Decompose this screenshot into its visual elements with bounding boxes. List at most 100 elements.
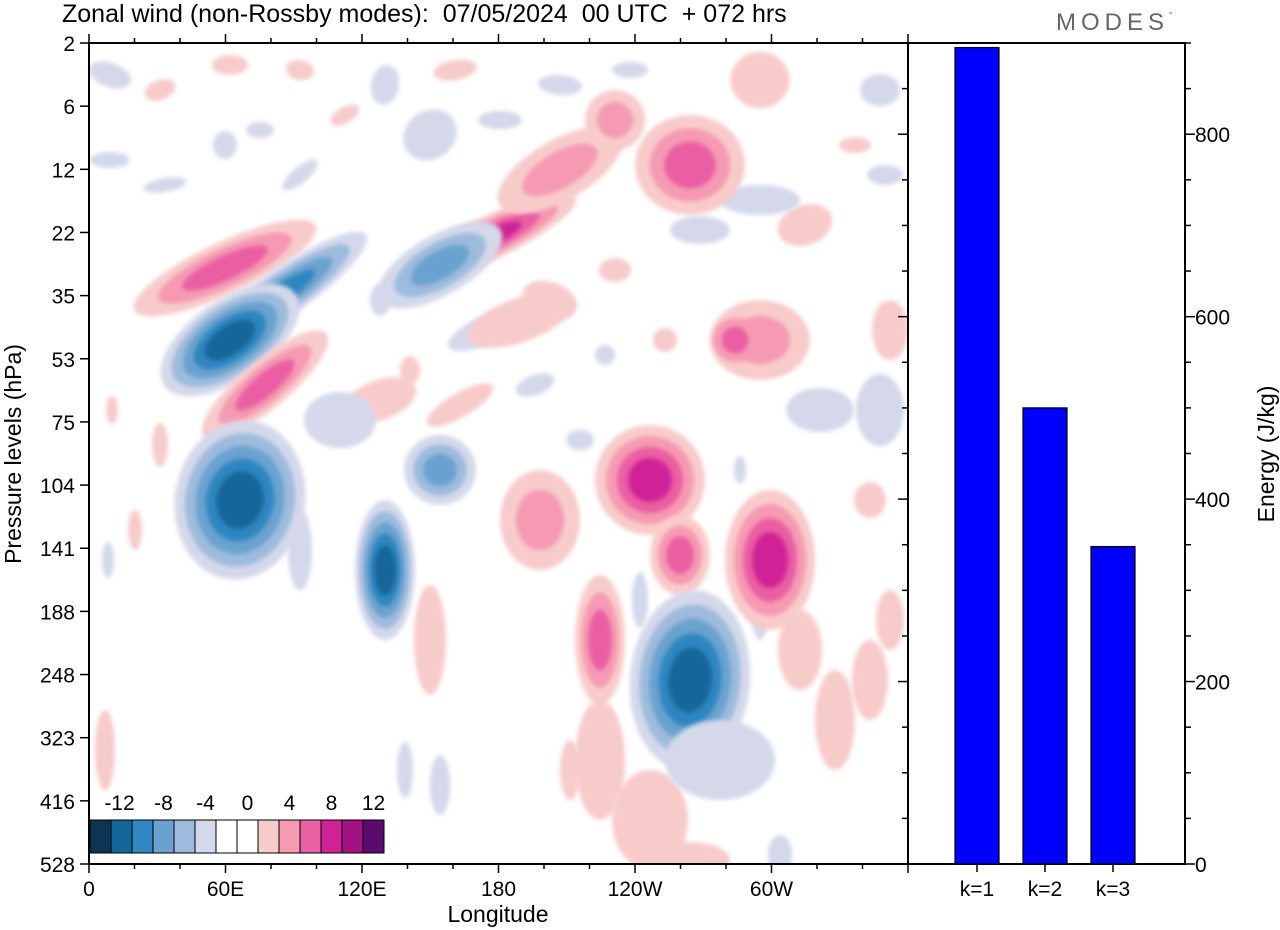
colorbar-swatch bbox=[362, 819, 385, 854]
contour-region bbox=[235, 359, 295, 411]
contour-region bbox=[467, 292, 573, 348]
modes-logo: MODES° bbox=[1056, 9, 1173, 36]
contour-region bbox=[397, 742, 413, 798]
energy-bar bbox=[1090, 545, 1136, 865]
contour-region bbox=[839, 137, 871, 153]
y-axis-title: Pressure levels (hPa) bbox=[0, 344, 26, 564]
contour-region bbox=[768, 835, 792, 864]
energy-y-tick-label: 600 bbox=[1195, 307, 1230, 330]
colorbar-label: 0 bbox=[242, 792, 254, 815]
y-tick-label: 416 bbox=[40, 791, 75, 814]
colorbar-swatch bbox=[257, 819, 280, 854]
contour-region bbox=[433, 59, 477, 81]
energy-category-label: k=2 bbox=[1028, 878, 1062, 901]
contour-region bbox=[102, 542, 114, 578]
contour-region bbox=[182, 245, 268, 291]
contour-region bbox=[95, 710, 115, 790]
colorbar-swatch bbox=[236, 819, 259, 854]
contour-region bbox=[650, 842, 730, 864]
contour-region bbox=[144, 79, 176, 101]
contour-region bbox=[730, 52, 790, 108]
energy-bar bbox=[1022, 407, 1068, 865]
contour-region bbox=[752, 532, 788, 588]
contour-region bbox=[815, 670, 855, 770]
contour-region bbox=[599, 258, 631, 282]
x-tick-label: 120W bbox=[608, 878, 663, 901]
colorbar-legend: -12 -8 -4 0 4 8 12 bbox=[89, 792, 385, 854]
colorbar-label: -4 bbox=[196, 792, 215, 815]
y-tick-label: 2 bbox=[63, 33, 75, 56]
colorbar-swatch bbox=[341, 819, 364, 854]
colorbar-swatch bbox=[152, 819, 175, 854]
energy-y-tick-label: 800 bbox=[1195, 124, 1230, 147]
colorbar-swatch bbox=[194, 819, 217, 854]
y-tick-label: 528 bbox=[40, 854, 75, 877]
contour-region bbox=[670, 216, 730, 244]
contour-region bbox=[575, 700, 625, 820]
y-tick-label: 323 bbox=[40, 728, 75, 751]
contour-region bbox=[430, 755, 450, 815]
contour-region bbox=[852, 640, 888, 720]
contour-panel: -12 -8 -4 0 4 8 12 0 60E 120E 180 120W 60W 2 6 12 22 35… bbox=[0, 33, 917, 927]
y-tick-label: 188 bbox=[40, 601, 75, 624]
colorbar-label: -8 bbox=[154, 792, 173, 815]
contour-region bbox=[664, 141, 716, 189]
contour-region bbox=[246, 122, 274, 138]
y-tick-label: 22 bbox=[52, 222, 75, 245]
x-tick-label: 60E bbox=[207, 878, 244, 901]
x-axis: 0 60E 120E 180 120W 60W bbox=[83, 34, 909, 901]
contour-field bbox=[89, 52, 908, 864]
contour-region bbox=[205, 319, 255, 361]
contour-region bbox=[426, 383, 494, 427]
contour-region bbox=[143, 177, 187, 193]
contour-region bbox=[212, 55, 248, 75]
contour-region bbox=[628, 458, 672, 502]
colorbar-swatch bbox=[299, 819, 322, 854]
contour-region bbox=[860, 74, 900, 106]
contour-region bbox=[786, 388, 854, 432]
logo-text: MODES bbox=[1056, 9, 1170, 36]
colorbar-label: 12 bbox=[362, 792, 385, 815]
energy-y-tick-label: 400 bbox=[1195, 489, 1230, 512]
contour-region bbox=[90, 152, 130, 168]
y-tick-label: 248 bbox=[40, 665, 75, 688]
contour-region bbox=[414, 585, 446, 695]
contour-region bbox=[216, 471, 264, 529]
contour-region bbox=[612, 62, 648, 78]
contour-region bbox=[538, 74, 582, 96]
colorbar-swatch bbox=[173, 819, 196, 854]
contour-region bbox=[632, 572, 648, 628]
contour-region bbox=[721, 326, 749, 354]
y-tick-label: 141 bbox=[40, 538, 75, 561]
contour-region bbox=[89, 61, 132, 89]
contour-region bbox=[668, 647, 712, 713]
energy-y-tick-label: 200 bbox=[1195, 672, 1230, 695]
contour-region bbox=[410, 244, 470, 286]
contour-region bbox=[282, 159, 318, 191]
contour-region bbox=[666, 536, 694, 574]
colorbar-swatch bbox=[89, 819, 112, 854]
contour-region bbox=[152, 423, 168, 467]
energy-y-tick-label: 0 bbox=[1195, 854, 1207, 877]
colorbar-swatch bbox=[131, 819, 154, 854]
contour-region bbox=[560, 740, 580, 800]
y-tick-label: 75 bbox=[52, 412, 75, 435]
contour-region bbox=[286, 59, 314, 81]
contour-region bbox=[522, 143, 598, 197]
energy-bar bbox=[954, 46, 1000, 865]
contour-region bbox=[720, 185, 800, 215]
contour-region bbox=[403, 109, 457, 161]
contour-region bbox=[854, 482, 886, 518]
y-tick-label: 12 bbox=[52, 159, 75, 182]
contour-region bbox=[867, 165, 903, 185]
contour-region bbox=[595, 345, 615, 365]
y-tick-label: 53 bbox=[52, 349, 75, 372]
contour-region bbox=[734, 456, 746, 484]
colorbar-swatch bbox=[215, 819, 238, 854]
contour-region bbox=[515, 373, 555, 397]
energy-axis-title: Energy (J/kg) bbox=[1253, 386, 1279, 523]
contour-region bbox=[106, 396, 118, 424]
contour-region bbox=[128, 510, 142, 550]
energy-panel: k=1 k=2 k=3 0 200 400 600 800 Energy (J/kg) bbox=[898, 42, 1279, 901]
